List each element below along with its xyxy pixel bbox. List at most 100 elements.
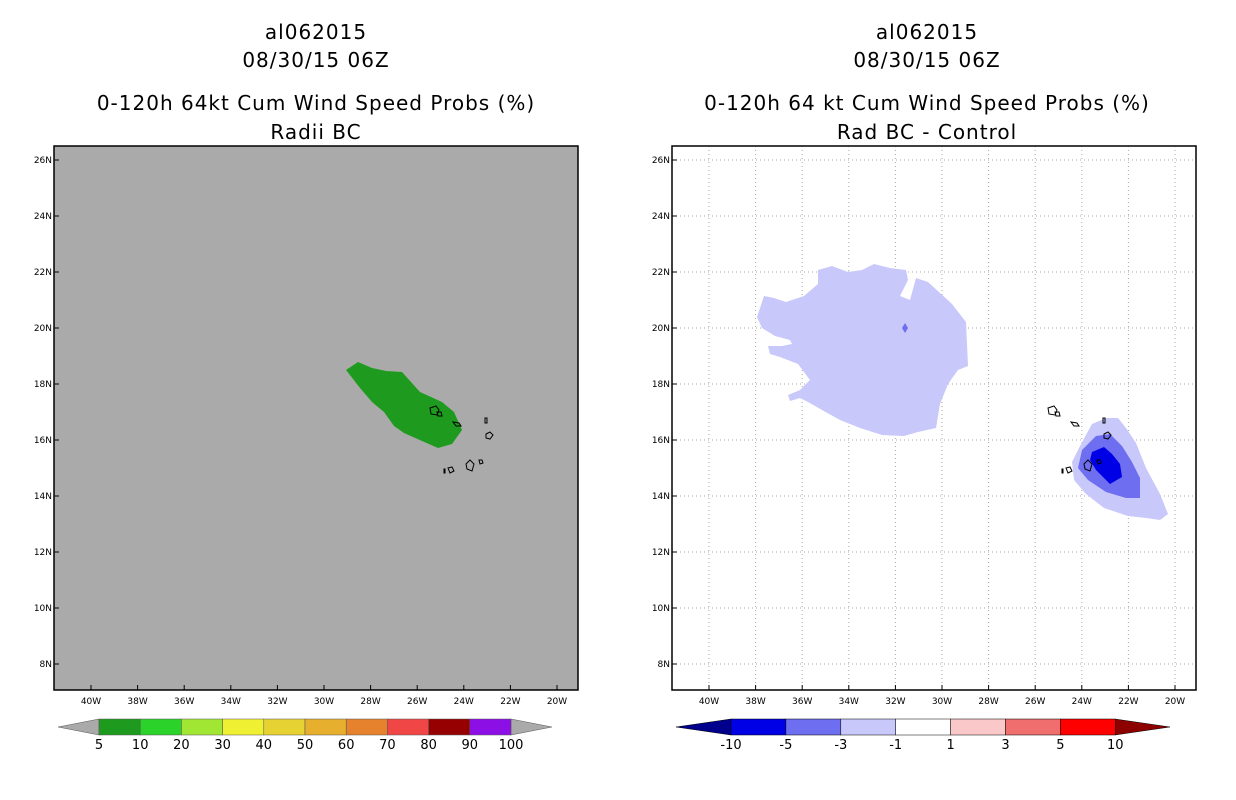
- left-colorbar-label: 30: [214, 738, 231, 753]
- right-colorbar-min-tip: [675, 718, 732, 736]
- left-lat-label: 8N: [40, 660, 52, 670]
- right-colorbar-label: -1: [889, 738, 902, 753]
- left-lat-label: 22N: [34, 268, 52, 278]
- right-lon-label: 28W: [978, 697, 998, 707]
- left-colorbar-label: 60: [338, 738, 355, 753]
- right-lon-label: 40W: [699, 697, 719, 707]
- left-title-storm-id: al062015: [264, 20, 368, 44]
- left-colorbar: 5 10 20 30 40 50 60 70 80 90 100: [57, 718, 553, 753]
- right-lon-label: 32W: [885, 697, 905, 707]
- left-lon-label: 30W: [314, 697, 334, 707]
- right-lat-label: 10N: [652, 604, 670, 614]
- right-colorbar-swatch: [1005, 718, 1061, 736]
- right-colorbar-swatch: [895, 718, 951, 736]
- right-title-subtitle: Rad BC - Control: [836, 120, 1018, 144]
- left-lon-label: 40W: [81, 697, 101, 707]
- right-lon-label: 22W: [1118, 697, 1138, 707]
- right-lat-label: 8N: [658, 660, 670, 670]
- right-lat-label: 26N: [652, 156, 670, 166]
- right-colorbar-label: 3: [1001, 738, 1009, 753]
- left-colorbar-label: 5: [95, 738, 103, 753]
- left-lat-label: 14N: [34, 492, 52, 502]
- left-title-datetime: 08/30/15 06Z: [242, 48, 390, 72]
- left-colorbar-swatch: [304, 718, 347, 736]
- right-colorbar-label: 1: [946, 738, 954, 753]
- right-diff-region-east-dark: [1090, 447, 1122, 484]
- right-lat-label: 22N: [652, 268, 670, 278]
- left-map-background: [54, 146, 578, 690]
- left-lat-label: 16N: [34, 436, 52, 446]
- right-diff-dot-north: [902, 323, 908, 333]
- left-colorbar-swatch: [428, 718, 471, 736]
- right-lon-label: 30W: [932, 697, 952, 707]
- left-lon-label: 22W: [500, 697, 520, 707]
- left-lon-label: 32W: [267, 697, 287, 707]
- left-colorbar-label: 40: [256, 738, 273, 753]
- left-lat-label: 12N: [34, 548, 52, 558]
- left-colorbar-label: 10: [132, 738, 149, 753]
- right-lon-label: 26W: [1025, 697, 1045, 707]
- right-lat-axis: 26N 24N 22N 20N 18N 16N 14N 12N 10N 8N: [652, 156, 677, 670]
- left-map-panel: 26N 24N 22N 20N 18N 16N 14N 12N 10N 8N 40W 38W 36W 3…: [34, 145, 579, 753]
- left-colorbar-swatch: [345, 718, 388, 736]
- left-colorbar-swatch: [263, 718, 306, 736]
- right-colorbar-label: 5: [1056, 738, 1064, 753]
- right-colorbar: -10 -5 -3 -1 1 3 5 10: [675, 718, 1171, 753]
- right-map-panel: 26N 24N 22N 20N 18N 16N 14N 12N 10N 8N 40W 38W 36W 3…: [652, 145, 1197, 753]
- left-colorbar-max-tip: [510, 718, 553, 736]
- left-prob-swath-5-10: [346, 362, 462, 448]
- left-colorbar-label: 20: [173, 738, 190, 753]
- right-title-storm-id: al062015: [875, 20, 979, 44]
- right-lon-axis: 40W 38W 36W 34W 32W 30W 28W 26W 24W 22W 20W: [699, 685, 1185, 707]
- right-colorbar-swatch: [785, 718, 842, 736]
- left-colorbar-min-tip: [57, 718, 100, 736]
- left-lat-label: 18N: [34, 380, 52, 390]
- right-colorbar-swatch: [950, 718, 1006, 736]
- right-lon-label: 34W: [839, 697, 859, 707]
- right-lon-label: 36W: [792, 697, 812, 707]
- right-colorbar-swatch: [730, 718, 787, 736]
- right-lat-label: 20N: [652, 324, 670, 334]
- right-title-datetime: 08/30/15 06Z: [853, 48, 1001, 72]
- left-colorbar-swatch: [98, 718, 141, 736]
- right-lat-label: 12N: [652, 548, 670, 558]
- right-lat-label: 24N: [652, 212, 670, 222]
- right-title-product: 0-120h 64 kt Cum Wind Speed Probs (%): [704, 91, 1150, 115]
- left-colorbar-swatch: [469, 718, 512, 736]
- left-cape-verde-islands: [429, 405, 494, 474]
- left-title-product: 0-120h 64kt Cum Wind Speed Probs (%): [96, 91, 536, 115]
- right-colorbar-label: -3: [834, 738, 847, 753]
- left-colorbar-swatch: [222, 718, 265, 736]
- right-cape-verde-islands: [1047, 405, 1112, 474]
- right-lon-label: 38W: [745, 697, 765, 707]
- right-lat-label: 14N: [652, 492, 670, 502]
- right-lon-label: 24W: [1072, 697, 1092, 707]
- left-lon-axis: 40W 38W 36W 34W 32W 30W 28W 26W 24W 22W 20W: [81, 685, 567, 707]
- left-lat-axis: 26N 24N 22N 20N 18N 16N 14N 12N 10N 8N: [34, 156, 59, 670]
- left-title-subtitle: Radii BC: [270, 120, 362, 144]
- right-colorbar-label: -10: [720, 738, 741, 753]
- right-lat-label: 18N: [652, 380, 670, 390]
- left-lat-label: 10N: [34, 604, 52, 614]
- left-lat-label: 20N: [34, 324, 52, 334]
- left-colorbar-swatch: [387, 718, 429, 736]
- right-lon-label: 20W: [1165, 697, 1185, 707]
- left-map-frame: [53, 145, 579, 691]
- left-colorbar-label: 100: [499, 738, 524, 753]
- right-map-frame: [671, 145, 1197, 691]
- right-diff-region-north: [757, 264, 968, 436]
- right-colorbar-label: -5: [779, 738, 792, 753]
- left-lat-label: 26N: [34, 156, 52, 166]
- left-lon-label: 24W: [454, 697, 474, 707]
- left-lon-label: 36W: [174, 697, 194, 707]
- left-lon-label: 34W: [221, 697, 241, 707]
- left-lon-label: 26W: [407, 697, 427, 707]
- left-colorbar-label: 80: [420, 738, 437, 753]
- left-colorbar-swatch: [181, 718, 223, 736]
- left-colorbar-label: 70: [379, 738, 396, 753]
- left-lat-label: 24N: [34, 212, 52, 222]
- right-lat-label: 16N: [652, 436, 670, 446]
- left-colorbar-label: 50: [297, 738, 314, 753]
- left-lon-label: 20W: [547, 697, 567, 707]
